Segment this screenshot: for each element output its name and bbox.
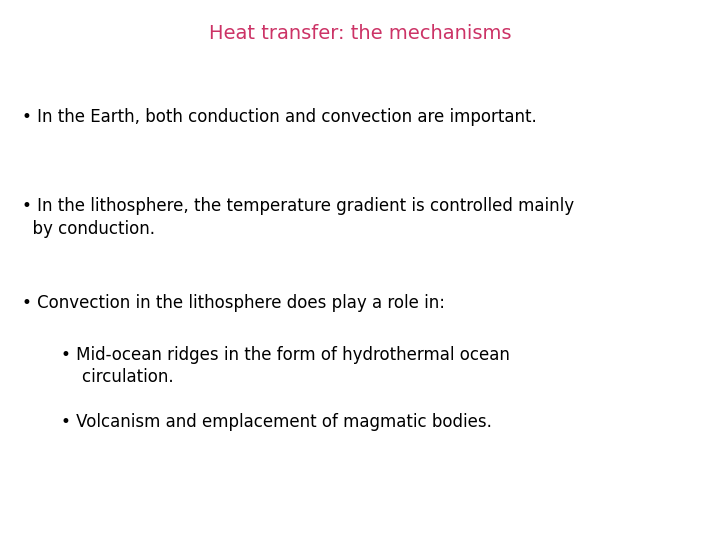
Text: • Convection in the lithosphere does play a role in:: • Convection in the lithosphere does pla…: [22, 294, 445, 312]
Text: • In the Earth, both conduction and convection are important.: • In the Earth, both conduction and conv…: [22, 108, 536, 126]
Text: • In the lithosphere, the temperature gradient is controlled mainly
  by conduct: • In the lithosphere, the temperature gr…: [22, 197, 574, 238]
Text: • Volcanism and emplacement of magmatic bodies.: • Volcanism and emplacement of magmatic …: [61, 413, 492, 431]
Text: Heat transfer: the mechanisms: Heat transfer: the mechanisms: [209, 24, 511, 43]
Text: • Mid-ocean ridges in the form of hydrothermal ocean
    circulation.: • Mid-ocean ridges in the form of hydrot…: [61, 346, 510, 387]
